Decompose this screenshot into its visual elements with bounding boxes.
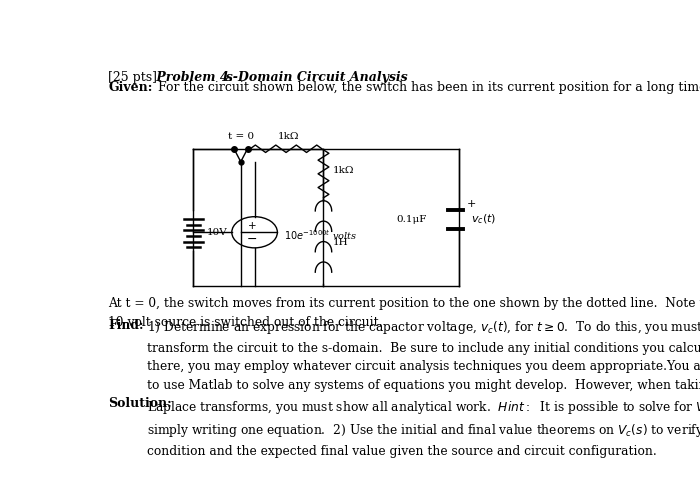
Text: For the circuit shown below, the switch has been in its current position for a l: For the circuit shown below, the switch … (158, 81, 700, 94)
Text: At t = 0, the switch moves from its current position to the one shown by the dot: At t = 0, the switch moves from its curr… (108, 297, 700, 329)
Text: +: + (248, 221, 256, 230)
Text: Problem 4.: Problem 4. (151, 71, 232, 84)
Text: $10e^{-1000t}$ volts: $10e^{-1000t}$ volts (284, 228, 357, 242)
Text: Given:: Given: (108, 81, 153, 94)
Text: +: + (467, 200, 476, 210)
Text: 1) Determine an expression for the capactor voltage, $v_c(t)$, for $t \geq 0$.  : 1) Determine an expression for the capac… (147, 320, 700, 458)
Text: 0.1μF: 0.1μF (396, 215, 426, 224)
Text: s-Domain Circuit Analysis: s-Domain Circuit Analysis (216, 71, 407, 84)
Text: t = 0: t = 0 (228, 132, 254, 141)
Text: Solution:: Solution: (108, 398, 172, 411)
Text: Find:: Find: (108, 320, 144, 333)
Text: 10V: 10V (207, 228, 228, 237)
Text: 1kΩ: 1kΩ (332, 166, 354, 174)
Text: [25 pts]: [25 pts] (108, 71, 157, 84)
Text: 1kΩ: 1kΩ (278, 132, 300, 141)
Text: $v_c(t)$: $v_c(t)$ (471, 213, 496, 226)
Text: 1H: 1H (332, 238, 349, 247)
Text: −: − (246, 233, 257, 246)
